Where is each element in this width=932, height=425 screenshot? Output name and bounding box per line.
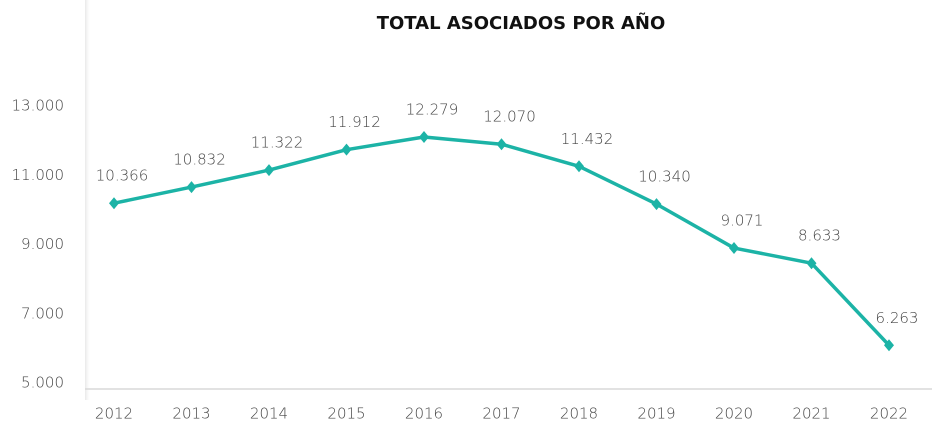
marker bbox=[574, 160, 584, 173]
marker bbox=[651, 198, 662, 211]
data-label: 6.263 bbox=[876, 309, 919, 327]
x-tick-label: 2020 bbox=[715, 405, 753, 423]
x-tick-label: 2016 bbox=[405, 405, 443, 423]
data-label: 12.070 bbox=[483, 108, 536, 126]
marker bbox=[729, 242, 739, 255]
data-label: 11.322 bbox=[251, 134, 304, 152]
marker bbox=[341, 143, 352, 156]
data-label: 11.432 bbox=[561, 130, 614, 148]
chart-title: TOTAL ASOCIADOS POR AÑO bbox=[377, 11, 666, 34]
y-tick-label: 7.000 bbox=[21, 304, 64, 322]
data-label: 12.279 bbox=[406, 100, 459, 118]
data-label: 8.633 bbox=[798, 227, 841, 245]
data-label: 10.832 bbox=[173, 151, 226, 169]
x-tick-label: 2021 bbox=[792, 405, 830, 423]
data-label: 10.366 bbox=[96, 167, 149, 185]
data-label: 11.912 bbox=[328, 113, 381, 131]
x-tick-label: 2018 bbox=[560, 405, 598, 423]
x-tick-label: 2015 bbox=[327, 405, 365, 423]
marker bbox=[496, 138, 507, 151]
marker bbox=[109, 197, 119, 210]
data-label: 9.071 bbox=[721, 212, 764, 230]
y-tick-label: 13.000 bbox=[12, 97, 65, 115]
y-tick-label: 9.000 bbox=[21, 235, 64, 253]
x-tick-label: 2019 bbox=[637, 405, 675, 423]
axis-shadow bbox=[85, 0, 91, 400]
y-tick-label: 11.000 bbox=[12, 166, 65, 184]
x-tick-label: 2017 bbox=[482, 405, 520, 423]
x-tick-label: 2013 bbox=[172, 405, 210, 423]
x-tick-label: 2014 bbox=[250, 405, 288, 423]
data-label: 10.340 bbox=[638, 168, 691, 186]
y-tick-label: 5.000 bbox=[21, 374, 64, 392]
x-tick-label: 2022 bbox=[870, 405, 908, 423]
x-tick-label: 2012 bbox=[95, 405, 133, 423]
marker bbox=[419, 130, 429, 143]
marker bbox=[186, 181, 197, 194]
marker bbox=[264, 164, 274, 177]
marker bbox=[884, 339, 894, 352]
line bbox=[113, 135, 891, 347]
marker bbox=[806, 257, 817, 270]
